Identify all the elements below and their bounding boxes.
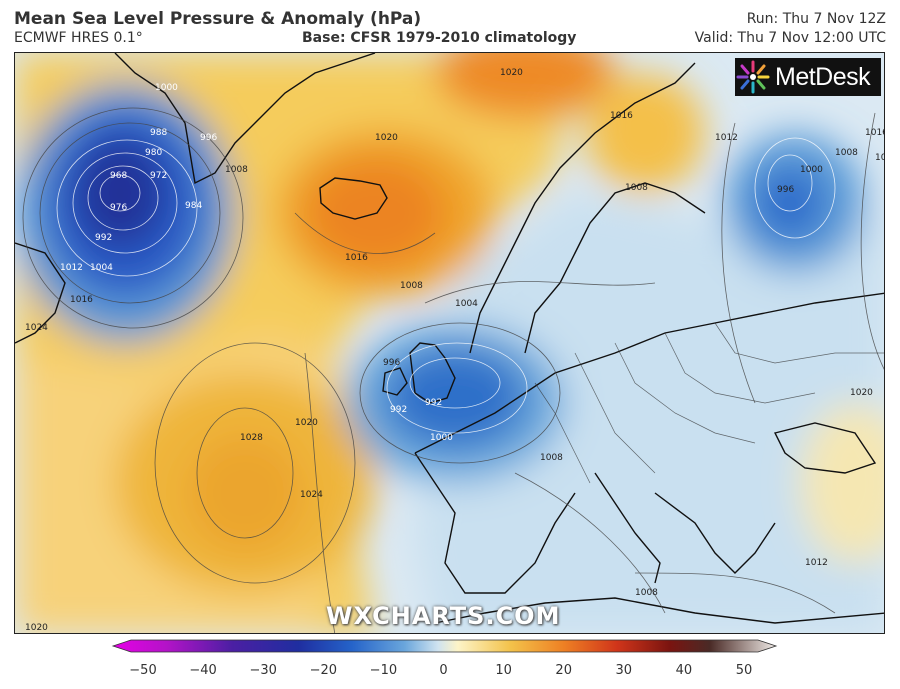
colorbar-tick-label: −10 <box>370 663 397 678</box>
isobar-label: 1012 <box>60 263 83 273</box>
colorbar-tick-label: 30 <box>616 663 633 678</box>
isobar-label: 1016 <box>345 253 368 263</box>
isobars <box>22 107 884 633</box>
isobar-label: 1008 <box>225 165 248 175</box>
anomaly-shading <box>15 53 884 633</box>
colorbar-tick-label: 20 <box>555 663 572 678</box>
isobar-label: 1012 <box>715 133 738 143</box>
isobar-label: 984 <box>185 201 203 211</box>
run-time-label: Run: Thu 7 Nov 12Z <box>746 11 886 27</box>
isobar-label: 1016 <box>865 128 884 138</box>
coastlines <box>15 53 884 624</box>
colorbar-tick-label: 50 <box>736 663 753 678</box>
isobar-label: 996 <box>383 358 401 368</box>
isobar-label: 1008 <box>540 453 563 463</box>
chart-title: Mean Sea Level Pressure & Anomaly (hPa) <box>14 9 422 29</box>
base-climatology-label: Base: CFSR 1979-2010 climatology <box>302 30 577 46</box>
colorbar-tick-label: −40 <box>189 663 216 678</box>
valid-time-label: Valid: Thu 7 Nov 12:00 UTC <box>694 30 886 46</box>
isobar-label: 992 <box>390 405 408 415</box>
metdesk-logo-icon <box>736 60 770 94</box>
map-panel[interactable]: 1000 988 996 980 968 972 976 984 992 1008 1004 1012… <box>14 52 885 634</box>
colorbar-tick-label: 10 <box>495 663 512 678</box>
isobar-label: 1004 <box>90 263 113 273</box>
wxcharts-watermark: WXCHARTS.COM <box>326 602 561 630</box>
colorbar-tick-label: −50 <box>129 663 156 678</box>
pressure-anomaly-map <box>15 53 884 633</box>
isobar-label: 1008 <box>635 588 658 598</box>
isobar-label: 992 <box>95 233 113 243</box>
isobar-label: 980 <box>145 148 163 158</box>
colorbar-tick-label: −30 <box>249 663 276 678</box>
anomaly-colorbar: −50 −40 −30 −20 −10 0 10 20 30 40 50 <box>111 639 778 678</box>
isobar-label: 1024 <box>300 490 323 500</box>
isobar-label: 992 <box>425 398 443 408</box>
isobar-label: 1000 <box>155 83 178 93</box>
isobar-label: 996 <box>777 185 795 195</box>
isobar-label: 968 <box>110 171 128 181</box>
isobar-label: 1028 <box>240 433 263 443</box>
isobar-label: 1020 <box>850 388 873 398</box>
isobar-label: 976 <box>110 203 128 213</box>
isobar-label: 972 <box>150 171 168 181</box>
isobar-label: 1008 <box>400 281 423 291</box>
isobar-label: 1016 <box>70 295 93 305</box>
metdesk-logo-text: MetDesk <box>775 62 871 91</box>
isobar-label: 1000 <box>430 433 453 443</box>
isobar-label: 1000 <box>800 165 823 175</box>
isobar-label: 996 <box>200 133 218 143</box>
isobar-label: 1020 <box>25 623 48 633</box>
isobar-label: 1004 <box>455 299 478 309</box>
isobar-label: 1016 <box>610 111 633 121</box>
isobar-label: 1012 <box>805 558 828 568</box>
colorbar-strip <box>111 639 778 653</box>
colorbar-tick-label: −20 <box>310 663 337 678</box>
isobar-label: 1024 <box>25 323 48 333</box>
isobar-label: 1016 <box>875 153 884 163</box>
isobar-label: 1020 <box>295 418 318 428</box>
country-borders <box>534 322 884 484</box>
isobar-label: 1008 <box>625 183 648 193</box>
isobar-label-layer: 1000 988 996 980 968 972 976 984 992 1008 1004 1012… <box>15 53 884 633</box>
model-label: ECMWF HRES 0.1° <box>14 30 143 46</box>
metdesk-logo: MetDesk <box>735 58 881 96</box>
isobar-label: 1008 <box>835 148 858 158</box>
isobar-label: 1020 <box>375 133 398 143</box>
colorbar-tick-labels: −50 −40 −30 −20 −10 0 10 20 30 40 50 <box>129 663 752 678</box>
isobar-label: 1020 <box>500 68 523 78</box>
isobar-label: 988 <box>150 128 168 138</box>
colorbar-tick-label: 40 <box>676 663 693 678</box>
colorbar-tick-label: 0 <box>439 663 447 678</box>
